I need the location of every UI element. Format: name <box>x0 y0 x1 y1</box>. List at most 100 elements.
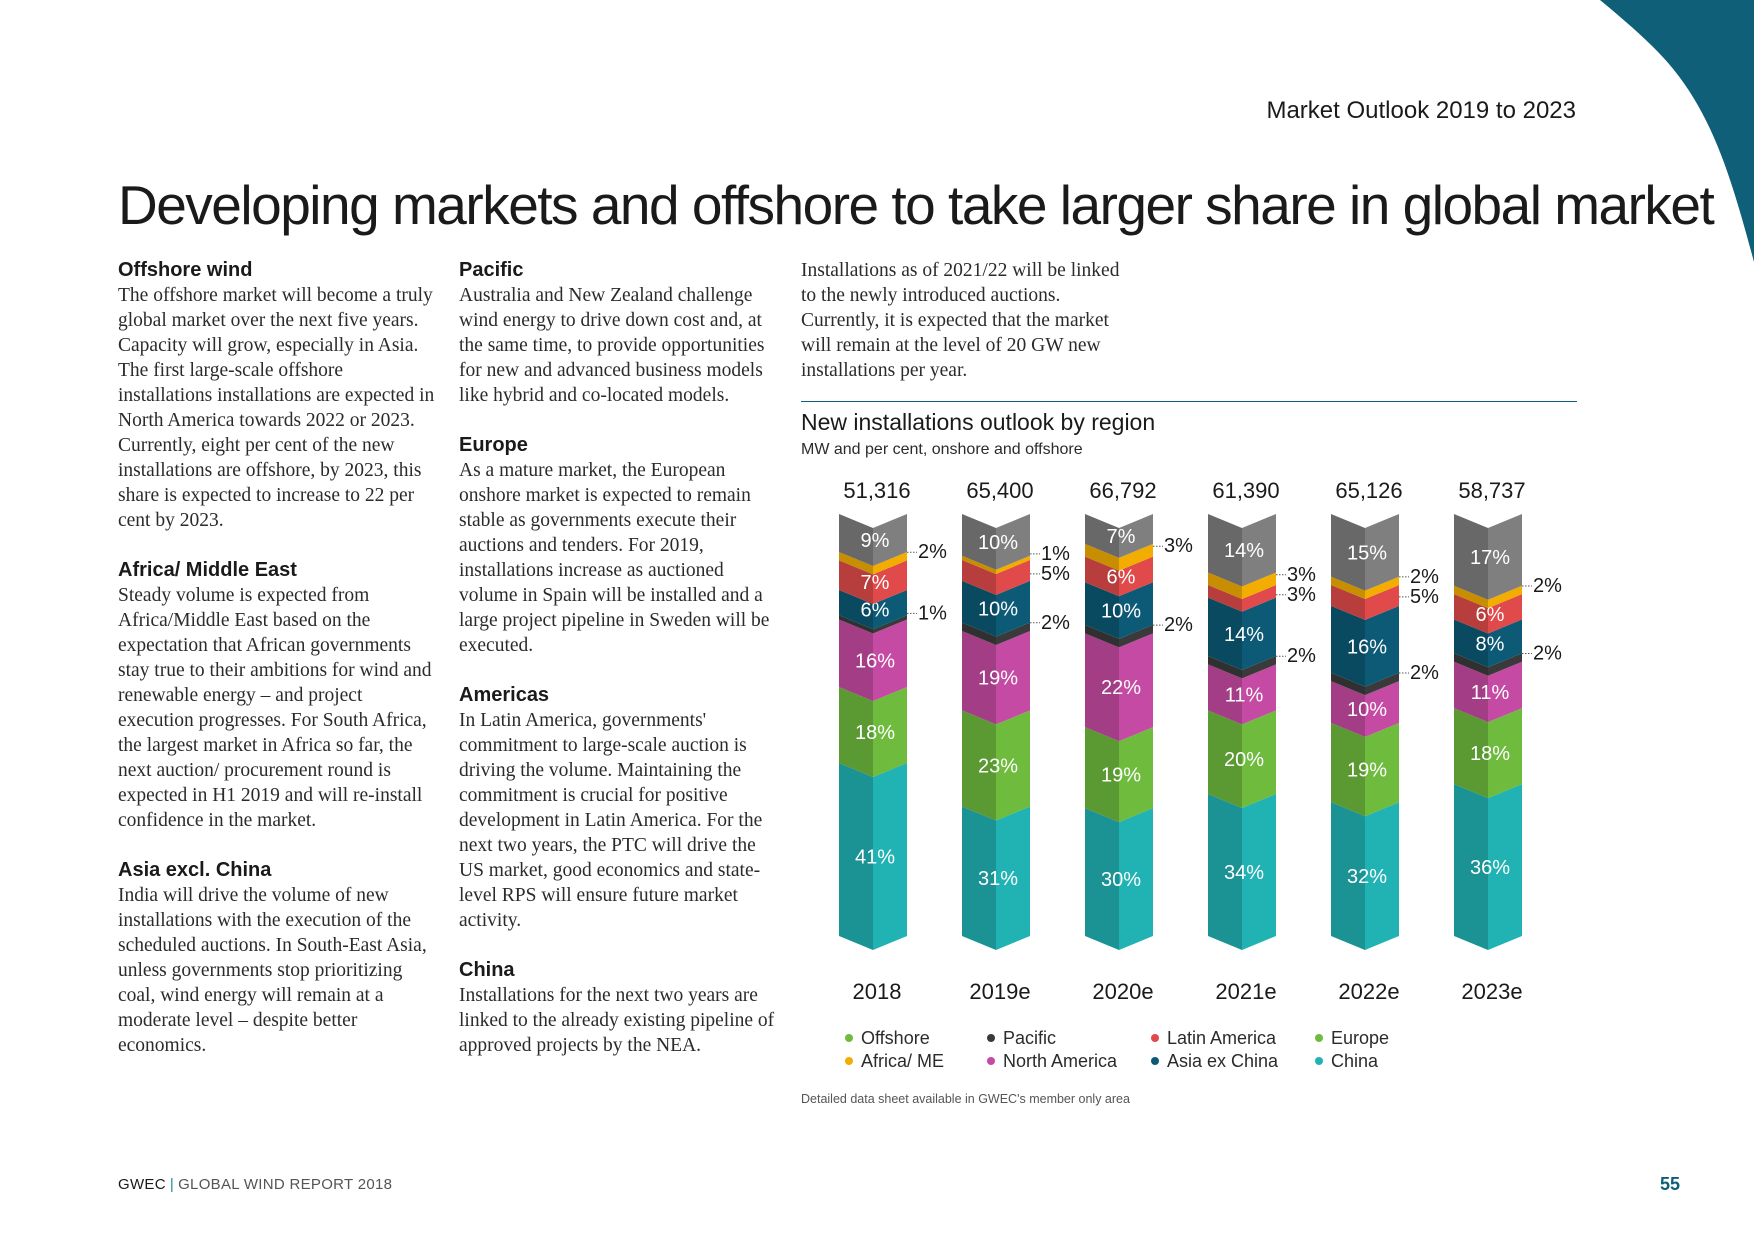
bar-segment-left <box>1085 808 1119 950</box>
bar-segment-left <box>1208 793 1242 950</box>
legend-marker <box>845 1034 853 1043</box>
bar-segment-left <box>839 551 873 575</box>
legend-item-europe: Europe <box>1315 1028 1389 1049</box>
section-body: In Latin America, governments' commitmen… <box>459 710 763 931</box>
bar-segment-right <box>1488 708 1522 799</box>
bar-value-label: 2% <box>1410 662 1439 684</box>
bar-value-label: 11% <box>1225 684 1264 706</box>
bar-value-label: 1% <box>1041 543 1070 565</box>
bar-segment-left <box>1208 656 1242 679</box>
page-footer: GWEC | GLOBAL WIND REPORT 2018 <box>118 1176 392 1193</box>
legend-marker <box>1151 1034 1159 1043</box>
legend-item-china: China <box>1315 1051 1378 1072</box>
bar-value-label: 30% <box>1101 869 1141 891</box>
text-column-2: Pacific Australia and New Zealand challe… <box>459 258 781 1083</box>
bar-total-label: 51,316 <box>843 478 910 503</box>
report-section-header: Market Outlook 2019 to 2023 <box>1266 97 1576 124</box>
legend-item-offshore: Offshore <box>845 1028 930 1049</box>
bar-segment-right <box>1365 585 1399 620</box>
bar-segment-left <box>839 560 873 604</box>
bar-segment-right <box>1365 514 1399 591</box>
legend-marker <box>845 1057 853 1066</box>
legend-marker <box>987 1057 995 1066</box>
page-number: 55 <box>1659 1174 1680 1194</box>
chart-intro-text: Installations as of 2021/22 will be link… <box>801 260 1120 381</box>
bar-segment-left <box>962 622 996 645</box>
bar-value-label: 6% <box>1107 566 1136 588</box>
bar-value-label: 8% <box>1476 633 1505 655</box>
bar-segment-left <box>839 619 873 702</box>
bar-segment-left <box>1331 576 1365 600</box>
bar-value-label: 2% <box>1164 614 1193 636</box>
bar-value-label: 3% <box>1287 564 1316 586</box>
bar-segment-right <box>1119 727 1153 823</box>
bar-segment-left <box>1085 556 1119 597</box>
bar-segment-right <box>1488 619 1522 668</box>
bar-segment-left <box>839 589 873 630</box>
bar-total-label: 66,792 <box>1089 478 1156 503</box>
bar-segment-right <box>873 560 907 604</box>
bar-segment-left <box>1331 722 1365 817</box>
bar-value-label: 18% <box>1470 743 1510 765</box>
bar-segment-left <box>1331 514 1365 591</box>
bar-segment-left <box>962 580 996 637</box>
legend-label: China <box>1331 1051 1379 1071</box>
bar-segment-left <box>1085 582 1119 639</box>
section-body: As a mature market, the European onshore… <box>459 460 770 656</box>
bar-segment-right <box>1365 576 1399 600</box>
bar-value-label: 22% <box>1101 677 1141 699</box>
legend-item-africa-me: Africa/ ME <box>845 1051 944 1072</box>
section-body: Steady volume is expected from Africa/Mi… <box>118 585 432 831</box>
bar-segment-right <box>1119 514 1153 558</box>
bar-value-label: 31% <box>978 868 1018 890</box>
legend-marker <box>1315 1057 1323 1066</box>
bar-segment-right <box>1488 784 1522 950</box>
bar-segment-right <box>873 514 907 566</box>
bar-segment-right <box>1242 710 1276 808</box>
section-heading: China <box>459 959 515 981</box>
bar-segment-right <box>1242 585 1276 612</box>
bar-value-label: 18% <box>855 722 895 744</box>
bar-segment-left <box>962 555 996 574</box>
section-china: China Installations for the next two yea… <box>459 958 781 1058</box>
bar-segment-left <box>1085 514 1119 558</box>
bar-segment-right <box>1242 664 1276 725</box>
bar-value-label: 19% <box>978 668 1018 690</box>
bar-segment-left <box>1454 708 1488 799</box>
bar-segment-left <box>1454 514 1488 600</box>
bar-value-label: 23% <box>978 755 1018 777</box>
bar-segment-left <box>1331 672 1365 696</box>
bar-value-label: 17% <box>1470 547 1510 569</box>
legend-item-latin-america: Latin America <box>1151 1028 1276 1049</box>
bar-segment-left <box>1454 594 1488 634</box>
bar-segment-left <box>1208 597 1242 671</box>
x-tick-label: 2020e <box>1092 979 1153 1004</box>
section-offshore-wind: Offshore wind The offshore market will b… <box>118 258 440 533</box>
bar-segment-right <box>1242 597 1276 671</box>
bar-segment-left <box>962 630 996 725</box>
legend-item-north-america: North America <box>987 1051 1117 1072</box>
bar-segment-right <box>1119 633 1153 742</box>
bar-segment-right <box>873 619 907 702</box>
chart-divider <box>801 401 1577 402</box>
bar-value-label: 1% <box>918 602 947 624</box>
bar-value-label: 6% <box>861 600 890 622</box>
legend-label: Europe <box>1331 1028 1390 1048</box>
bar-segment-right <box>873 551 907 575</box>
bar-total-label: 58,737 <box>1458 478 1525 503</box>
bar-segment-left <box>1208 514 1242 587</box>
bar-segment-right <box>996 710 1030 821</box>
legend-label: Latin America <box>1167 1028 1277 1048</box>
bar-segment-right <box>1488 653 1522 676</box>
bar-segment-left <box>1208 585 1242 612</box>
legend-marker <box>1151 1057 1159 1066</box>
bar-segment-left <box>839 687 873 777</box>
bar-segment-left <box>1331 585 1365 620</box>
section-heading: Africa/ Middle East <box>118 559 297 581</box>
bar-value-label: 15% <box>1347 542 1387 564</box>
page-title: Developing markets and offshore to take … <box>118 174 1715 236</box>
bar-segment-right <box>1119 556 1153 597</box>
bar-segment-left <box>839 514 873 566</box>
bar-total-label: 65,126 <box>1335 478 1402 503</box>
section-heading: Offshore wind <box>118 259 253 281</box>
